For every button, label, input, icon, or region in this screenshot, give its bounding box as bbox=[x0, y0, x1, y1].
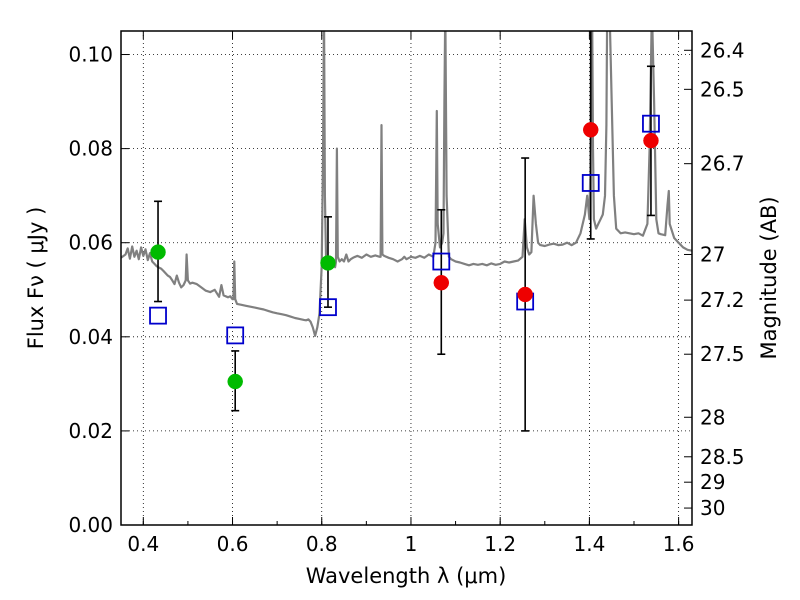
right-tick-label: 29 bbox=[700, 470, 725, 494]
y-tick-label: 0.04 bbox=[68, 325, 113, 349]
observed-photometry-points bbox=[150, 122, 659, 390]
model-spectrum bbox=[121, 31, 692, 337]
right-tick-label: 27.5 bbox=[700, 342, 745, 366]
right-tick-label: 27.2 bbox=[700, 288, 745, 312]
model-square bbox=[642, 114, 660, 133]
x-tick-label: 0.6 bbox=[217, 532, 249, 556]
right-tick-label: 26.5 bbox=[700, 77, 745, 101]
model-square bbox=[432, 252, 451, 271]
x-tick-label: 1 bbox=[405, 532, 418, 556]
y-axis-ticks: 0.00 0.02 0.04 0.06 0.08 0.10 bbox=[68, 43, 129, 537]
observed-point bbox=[643, 132, 659, 149]
plot-background bbox=[121, 31, 692, 525]
y-tick-label: 0.10 bbox=[68, 43, 113, 67]
right-tick-label: 30 bbox=[700, 496, 725, 520]
right-tick-label: 26.7 bbox=[700, 152, 745, 176]
x-tick-label: 1.6 bbox=[663, 532, 695, 556]
right-axis-label: Magnitude (AB) bbox=[757, 196, 781, 359]
model-square bbox=[149, 306, 167, 325]
right-tick-label: 27 bbox=[700, 242, 725, 266]
x-axis-ticks: 0.4 0.6 0.8 1 1.2 1.4 1.6 bbox=[127, 31, 695, 556]
observed-point bbox=[150, 244, 166, 260]
y-tick-label: 0.00 bbox=[68, 513, 113, 537]
observed-point bbox=[433, 274, 450, 291]
right-tick-label: 26.4 bbox=[700, 38, 745, 62]
x-tick-label: 0.8 bbox=[306, 532, 338, 556]
x-tick-label: 1.2 bbox=[484, 532, 516, 556]
x-axis-label: Wavelength λ (μm) bbox=[306, 564, 507, 588]
model-square bbox=[581, 174, 600, 192]
observed-point bbox=[517, 286, 533, 303]
observed-point bbox=[582, 122, 599, 138]
x-tick-label: 0.4 bbox=[127, 532, 159, 556]
x-tick-label: 1.4 bbox=[573, 532, 605, 556]
y-axis-label: Flux Fν ( μJy ) bbox=[24, 207, 48, 350]
y-tick-label: 0.08 bbox=[68, 137, 113, 161]
spectrum-line bbox=[121, 31, 692, 337]
model-square bbox=[319, 298, 337, 317]
y-tick-label: 0.02 bbox=[68, 419, 113, 443]
right-tick-label: 28.5 bbox=[700, 445, 745, 469]
model-square bbox=[226, 326, 245, 345]
observed-point bbox=[227, 373, 243, 390]
observed-point bbox=[320, 255, 336, 271]
right-tick-label: 28 bbox=[700, 405, 725, 429]
plot-frame bbox=[120, 30, 693, 526]
y-tick-label: 0.06 bbox=[68, 231, 113, 255]
